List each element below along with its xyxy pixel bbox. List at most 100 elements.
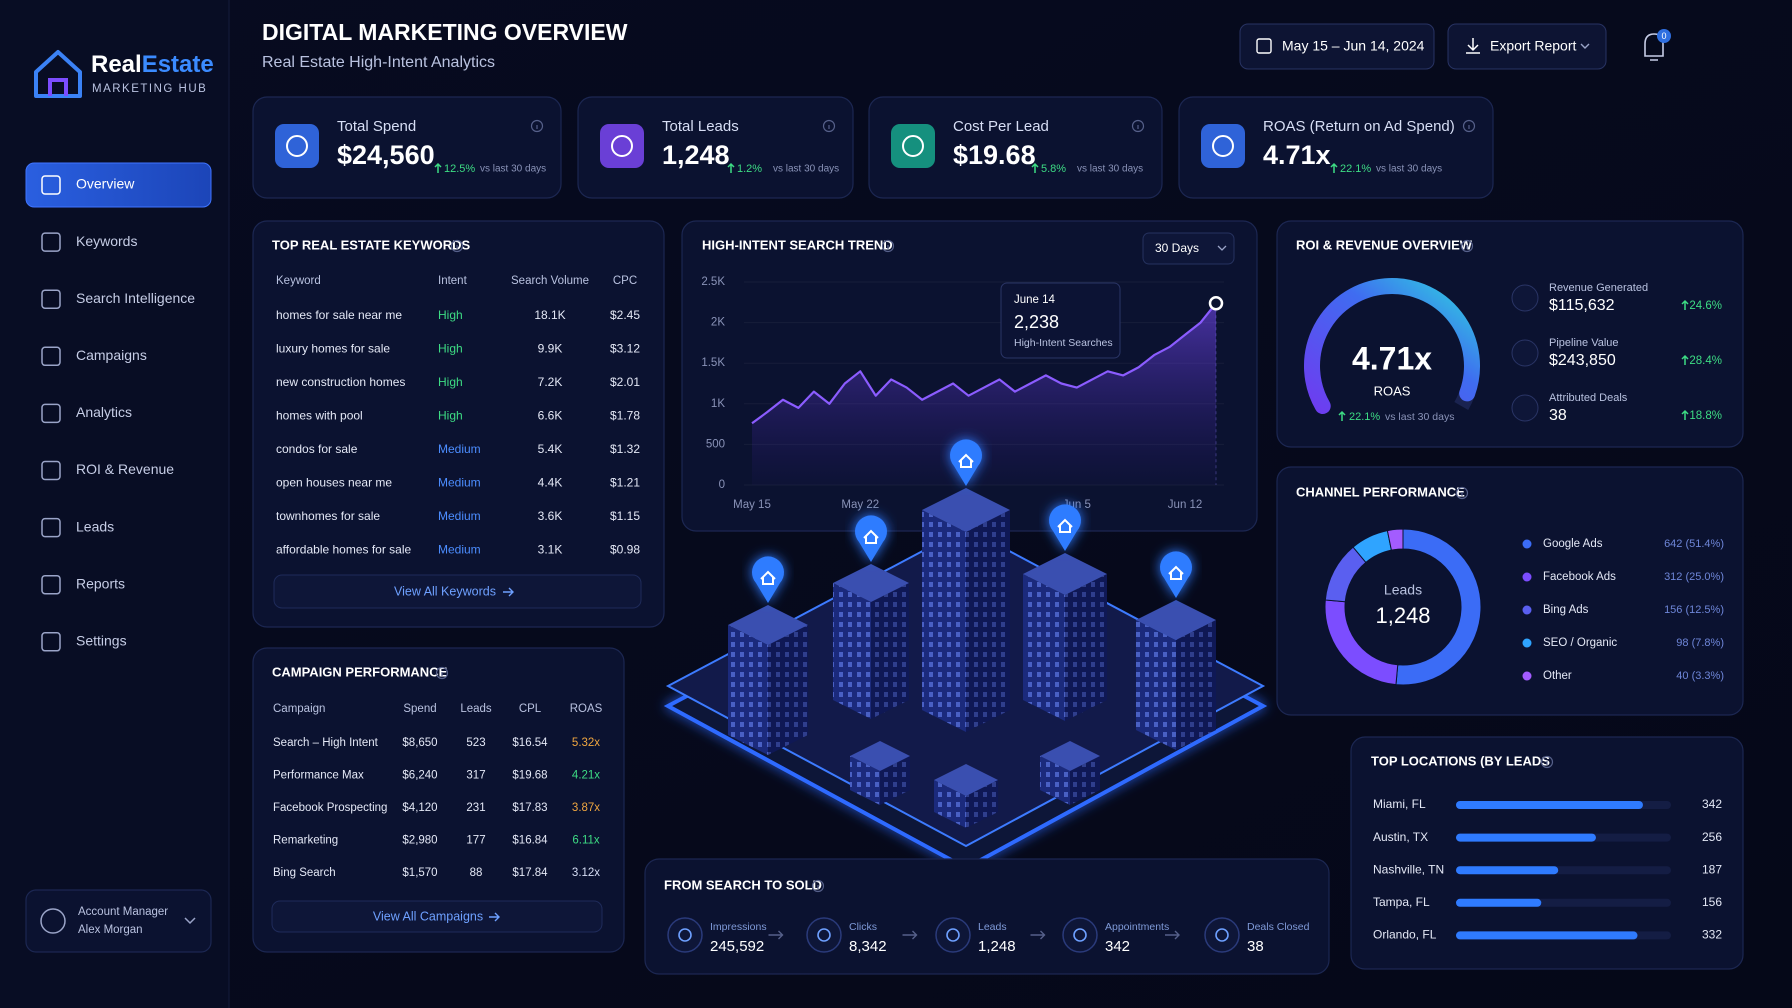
- calendar-icon: [1256, 38, 1272, 54]
- y-tick-label: 500: [706, 438, 725, 450]
- account-name: Alex Morgan: [78, 924, 143, 936]
- table-cell: townhomes for sale: [276, 509, 380, 523]
- table-cell: $2,980: [402, 835, 437, 847]
- export-button[interactable]: [1447, 23, 1607, 70]
- y-tick-label: 0: [719, 479, 725, 491]
- column-header: ROAS: [570, 703, 603, 715]
- panel-title: ROI & REVENUE OVERVIEW: [1296, 237, 1473, 252]
- y-tick-label: 2.5K: [701, 276, 725, 288]
- table-cell: $17.83: [512, 802, 547, 814]
- table-cell: $19.68: [512, 770, 547, 782]
- table-cell: $1,570: [402, 867, 437, 879]
- link-label[interactable]: View All Keywords: [394, 584, 496, 598]
- info-icon: [435, 666, 449, 680]
- building-right: [768, 625, 808, 755]
- step-arrow: [768, 930, 784, 940]
- nav-icon: [41, 232, 61, 252]
- info-icon: [1455, 486, 1469, 500]
- building-left: [728, 625, 768, 755]
- location-value: 156: [1702, 895, 1722, 909]
- kpi-label: Total Spend: [337, 118, 416, 135]
- building-right: [966, 510, 1010, 732]
- building-top: [1023, 553, 1107, 595]
- table-cell: homes for sale near me: [276, 308, 402, 322]
- location-name: Nashville, TN: [1373, 862, 1444, 876]
- x-tick-label: Jun 12: [1168, 499, 1203, 511]
- account-card[interactable]: [25, 889, 212, 953]
- legend-value: 642 (51.4%): [1664, 538, 1724, 550]
- table-cell: Search – High Intent: [273, 737, 379, 749]
- kpi-label: Total Leads: [662, 118, 739, 135]
- location-value: 332: [1702, 928, 1722, 942]
- building-right: [880, 756, 910, 805]
- sidebar: [0, 0, 229, 1008]
- building-right: [1070, 756, 1100, 805]
- info-icon: [530, 119, 544, 133]
- nav-item[interactable]: Settings: [76, 633, 127, 649]
- kpi-icon-glyph: [286, 135, 308, 157]
- date-button[interactable]: [1239, 23, 1435, 70]
- pin-house: [760, 570, 776, 585]
- table-cell: Medium: [438, 509, 481, 523]
- up-arrow: [727, 162, 735, 173]
- metric-label: Revenue Generated: [1549, 282, 1648, 294]
- date-range[interactable]: May 15 – Jun 14, 2024: [1282, 38, 1425, 54]
- gauge-change: 22.1%: [1349, 411, 1380, 423]
- building-top: [1136, 600, 1216, 640]
- up-arrow: [1338, 410, 1346, 421]
- map-pin: [950, 439, 982, 486]
- link-button[interactable]: [271, 900, 603, 933]
- nav-item[interactable]: Campaigns: [76, 347, 147, 363]
- pin-house: [1168, 565, 1184, 580]
- legend-label: Other: [1543, 670, 1572, 682]
- building-top: [850, 741, 910, 771]
- export-label[interactable]: Export Report: [1490, 38, 1576, 54]
- location-value: 342: [1702, 797, 1722, 811]
- tooltip-caption: High-Intent Searches: [1014, 337, 1113, 349]
- table-cell: Performance Max: [273, 770, 364, 782]
- building-left: [850, 756, 880, 805]
- metric-value: 38: [1549, 407, 1567, 424]
- location-name: Austin, TX: [1373, 830, 1428, 844]
- building-top: [934, 764, 998, 796]
- table-cell: $16.54: [512, 737, 548, 749]
- table-cell: new construction homes: [276, 375, 405, 389]
- nav-item[interactable]: ROI & Revenue: [76, 461, 174, 477]
- chevron: [184, 917, 196, 925]
- legend-label: Google Ads: [1543, 538, 1603, 550]
- nav-active[interactable]: [25, 162, 212, 208]
- page-title: DIGITAL MARKETING OVERVIEW: [262, 19, 628, 45]
- x-tick-label: May 22: [841, 499, 879, 511]
- column-header: Keyword: [276, 275, 321, 287]
- step-icon: [935, 917, 971, 953]
- metric-change: 28.4%: [1689, 355, 1722, 367]
- table-cell: Bing Search: [273, 867, 336, 879]
- table-cell: 523: [466, 737, 485, 749]
- nav-item[interactable]: Overview: [76, 176, 135, 192]
- step-label: Deals Closed: [1247, 921, 1310, 933]
- nav-item[interactable]: Analytics: [76, 404, 132, 420]
- nav-item[interactable]: Leads: [76, 518, 114, 534]
- table-cell: 3.87x: [572, 802, 600, 814]
- table-cell: 6.6K: [538, 409, 563, 423]
- nav-item[interactable]: Search Intelligence: [76, 290, 195, 306]
- kpi-label: Cost Per Lead: [953, 118, 1049, 135]
- kpi-icon: [275, 124, 319, 168]
- link-button[interactable]: [273, 574, 642, 609]
- table-cell: $0.98: [610, 543, 640, 557]
- table-cell: $16.84: [512, 835, 548, 847]
- avatar: [40, 908, 66, 934]
- donut-value: 1,248: [1375, 603, 1430, 628]
- range-dropdown[interactable]: [1142, 232, 1235, 265]
- nav-item[interactable]: Reports: [76, 575, 125, 591]
- table-cell: 3.1K: [538, 543, 563, 557]
- account-role: Account Manager: [78, 906, 168, 918]
- step-value: 8,342: [849, 938, 887, 955]
- panel-title: TOP REAL ESTATE KEYWORDS: [272, 237, 470, 252]
- range-label[interactable]: 30 Days: [1155, 241, 1199, 255]
- kpi-value: $19.68: [953, 140, 1036, 170]
- link-label[interactable]: View All Campaigns: [373, 909, 483, 923]
- column-header: Intent: [438, 275, 468, 287]
- trend-area: [752, 303, 1216, 485]
- nav-item[interactable]: Keywords: [76, 233, 137, 249]
